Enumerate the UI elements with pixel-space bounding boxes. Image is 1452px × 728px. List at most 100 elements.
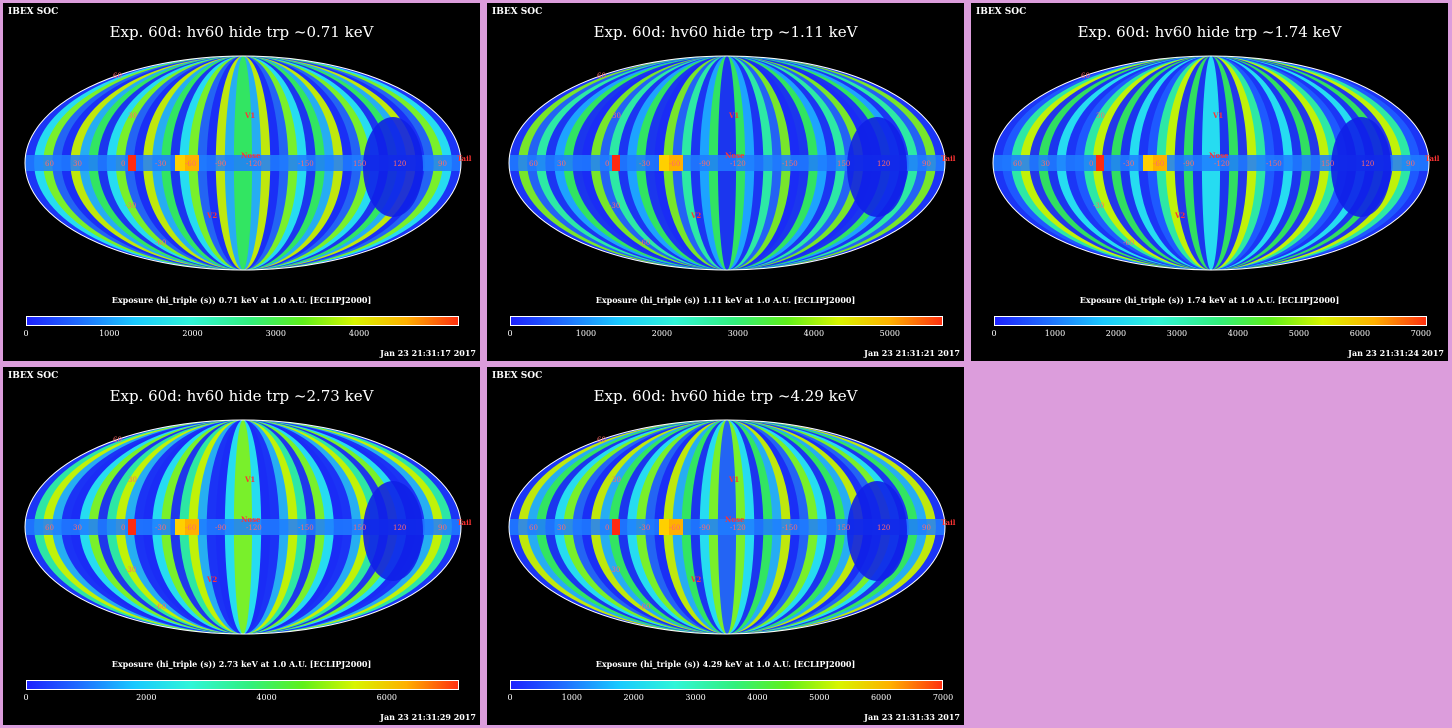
marker-tail: Tail	[457, 518, 472, 527]
colorbar-tick-label: 2000	[136, 693, 157, 702]
colorbar-caption: Exposure (hi_triple (s)) 4.29 keV at 1.0…	[595, 659, 856, 669]
latitude-label: -60	[639, 239, 650, 247]
colorbar-tick-label: 1000	[561, 693, 583, 702]
marker-v1: V1	[244, 475, 255, 484]
map-panel-071: IBEX SOC Exp. 60d: hv60 hide trp ~0.71 k…	[3, 3, 480, 361]
latitude-label: 30	[1096, 112, 1105, 120]
longitude-label: 30	[557, 160, 566, 168]
longitude-label: 0	[605, 524, 609, 532]
map-fill	[25, 56, 461, 270]
longitude-label: -60	[1153, 160, 1164, 168]
colorbar-tick-label: 4000	[348, 329, 370, 338]
hotspot-pixel	[128, 519, 136, 535]
hotspot-pixel	[128, 155, 136, 171]
latitude-label: 30	[128, 476, 137, 484]
longitude-label: 90	[922, 524, 931, 532]
longitude-label: 150	[353, 524, 366, 532]
longitude-label: 150	[353, 160, 366, 168]
panel-title: Exp. 60d: hv60 hide trp ~4.29 keV	[593, 387, 858, 405]
marker-v2: V2	[206, 211, 217, 220]
longitude-label: -60	[669, 160, 680, 168]
longitude-label: -150	[298, 160, 314, 168]
marker-tail: Tail	[941, 154, 956, 163]
map-outline	[24, 419, 462, 635]
colorbar-tick-label: 4000	[747, 693, 768, 702]
latitude-label: -30	[125, 202, 136, 210]
map-panel-174: IBEX SOC Exp. 60d: hv60 hide trp ~1.74 k…	[971, 3, 1448, 361]
longitude-label: -90	[215, 524, 226, 532]
map-panel-429: IBEX SOC Exp. 60d: hv60 hide trp ~4.29 k…	[487, 367, 964, 725]
longitude-label: -90	[699, 524, 710, 532]
latitude-label: -30	[125, 566, 136, 574]
colorbar-tick-label: 3000	[685, 693, 706, 702]
map-panel-111: IBEX SOC Exp. 60d: hv60 hide trp ~1.11 k…	[487, 3, 964, 361]
colorbar-caption: Exposure (hi_triple (s)) 1.11 keV at 1.0…	[595, 295, 856, 305]
longitude-label: 120	[1361, 160, 1374, 168]
longitude-label: -30	[155, 524, 166, 532]
hotspot-pixel	[1096, 155, 1104, 171]
marker-v2: V2	[690, 211, 701, 220]
hotspot-pixel	[1153, 155, 1167, 171]
colorbar-tick-label: 6000	[376, 693, 398, 702]
longitude-label: 150	[1321, 160, 1334, 168]
longitude-label: 0	[121, 160, 125, 168]
latitude-label: 30	[128, 112, 137, 120]
latitude-label: 30	[612, 112, 621, 120]
marker-tail: Tail	[941, 518, 956, 527]
latitude-label: -60	[1123, 239, 1134, 247]
marker-v2: V2	[1174, 211, 1185, 220]
colorbar-tick-label: 0	[23, 329, 29, 338]
timestamp: Jan 23 21:31:24 2017	[1348, 348, 1444, 358]
colorbar-tick-label: 7000	[932, 693, 954, 702]
low-exposure-region	[1331, 117, 1391, 217]
marker-v1: V1	[1212, 111, 1223, 120]
colorbar-tick-label: 2000	[182, 329, 203, 338]
colorbar-ticks: 0 1000 2000 3000 4000 5000 6000 7000	[507, 693, 953, 705]
longitude-label: -60	[669, 524, 680, 532]
colorbar-tick-label: 4000	[256, 693, 277, 702]
map-outline	[992, 55, 1430, 271]
colorbar-ticks: 0 1000 2000 3000 4000	[23, 329, 459, 341]
colorbar-tick-label: 1000	[99, 329, 120, 338]
longitude-label: -90	[1183, 160, 1194, 168]
brand-label: IBEX SOC	[8, 371, 59, 381]
latitude-label: -60	[639, 603, 650, 611]
panel-title: Exp. 60d: hv60 hide trp ~2.73 keV	[109, 387, 374, 405]
colorbar-tick-label: 5000	[809, 693, 830, 702]
longitude-label: -30	[639, 524, 650, 532]
longitude-label: -90	[699, 160, 710, 168]
longitude-label: 60	[1013, 160, 1022, 168]
longitude-label: 60	[529, 160, 538, 168]
longitude-label: -30	[155, 160, 166, 168]
sky-map: 60 30 0 -30 -60 -90 -120 -150 150 120 90 30 -30 60 -60…	[508, 419, 956, 635]
colorbar-tick-label: 5000	[879, 329, 900, 338]
marker-tail: Tail	[1425, 154, 1440, 163]
longitude-label: -150	[782, 524, 798, 532]
colorbar-ticks: 0 1000 2000 3000 4000 5000	[507, 329, 943, 341]
latitude-label: 60	[597, 72, 606, 80]
marker-v1: V1	[244, 111, 255, 120]
brand-label: IBEX SOC	[492, 7, 543, 17]
hotspot-pixel	[669, 155, 683, 171]
longitude-label: 120	[877, 160, 890, 168]
brand-label: IBEX SOC	[976, 7, 1027, 17]
colorbar-tick-label: 3000	[265, 329, 286, 338]
longitude-label: 0	[1089, 160, 1093, 168]
map-outline	[24, 55, 462, 271]
colorbar-tick-label: 3000	[727, 329, 749, 338]
longitude-label: 90	[1406, 160, 1415, 168]
colorbar-caption: Exposure (hi_triple (s)) 0.71 keV at 1.0…	[111, 295, 372, 305]
longitude-label: 60	[45, 160, 54, 168]
marker-v1: V1	[728, 111, 739, 120]
colorbar	[510, 680, 943, 690]
latitude-label: -30	[609, 202, 620, 210]
panel-title: Exp. 60d: hv60 hide trp ~1.11 keV	[593, 23, 858, 41]
longitude-label: 120	[877, 524, 890, 532]
timestamp: Jan 23 21:31:29 2017	[380, 712, 476, 722]
longitude-label: -120	[730, 524, 746, 532]
longitude-label: -150	[782, 160, 798, 168]
longitude-label: 90	[922, 160, 931, 168]
colorbar-tick-label: 0	[23, 693, 29, 702]
longitude-label: -120	[730, 160, 746, 168]
sky-map: 60 30 0 -30 -60 -90 -120 -150 150 120 90 30 -30 60 -60…	[508, 55, 956, 271]
